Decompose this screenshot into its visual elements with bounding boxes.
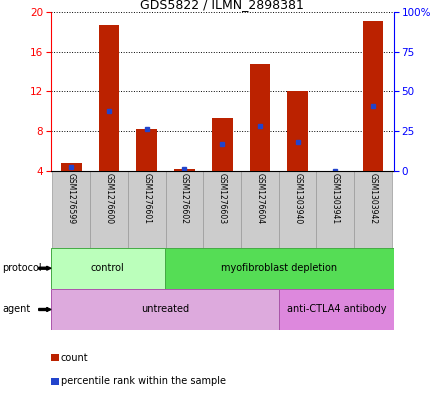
Bar (363, 21, 383, 171)
Bar (287, 91, 308, 171)
Bar (212, 118, 233, 171)
Bar (90, 171, 128, 248)
Text: GSM1276603: GSM1276603 (218, 173, 227, 224)
Text: control: control (91, 263, 125, 273)
Bar (249, 64, 270, 171)
Text: GSM1303941: GSM1303941 (331, 173, 340, 224)
Bar (51, 248, 165, 289)
Bar (51, 289, 279, 330)
Bar (136, 129, 157, 171)
Text: GSM1276601: GSM1276601 (142, 173, 151, 224)
Bar (203, 171, 241, 248)
Bar (241, 171, 279, 248)
Bar (316, 171, 354, 248)
Bar (279, 171, 316, 248)
Text: count: count (61, 353, 88, 363)
Text: GSM1276599: GSM1276599 (67, 173, 76, 224)
Bar (174, 169, 195, 171)
Text: protocol: protocol (2, 263, 42, 273)
Text: untreated: untreated (141, 305, 189, 314)
Bar (99, 25, 119, 171)
Bar (128, 171, 165, 248)
Bar (279, 289, 394, 330)
Title: GDS5822 / ILMN_2898381: GDS5822 / ILMN_2898381 (140, 0, 304, 11)
Bar (61, 163, 82, 171)
Text: GSM1276600: GSM1276600 (105, 173, 114, 224)
Bar (165, 248, 394, 289)
Bar (52, 171, 90, 248)
Text: GSM1303940: GSM1303940 (293, 173, 302, 224)
Text: percentile rank within the sample: percentile rank within the sample (61, 376, 226, 386)
Bar (165, 171, 203, 248)
Text: myofibroblast depletion: myofibroblast depletion (221, 263, 337, 273)
Text: anti-CTLA4 antibody: anti-CTLA4 antibody (287, 305, 386, 314)
Text: GSM1303942: GSM1303942 (369, 173, 378, 224)
Text: agent: agent (2, 305, 30, 314)
Text: GSM1276602: GSM1276602 (180, 173, 189, 224)
Text: GSM1276604: GSM1276604 (255, 173, 264, 224)
Bar (354, 171, 392, 248)
